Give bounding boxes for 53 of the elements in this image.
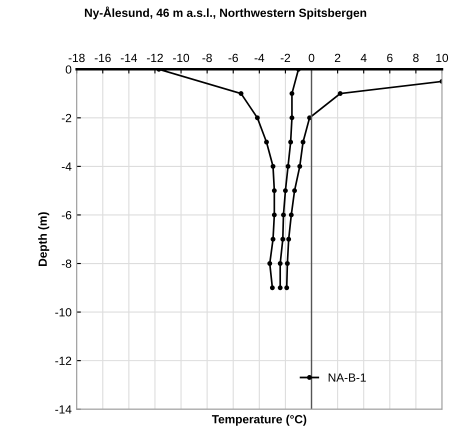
x-tick-label: -14 <box>120 54 138 62</box>
point <box>284 285 290 290</box>
point <box>290 115 294 120</box>
point <box>338 91 343 96</box>
x-tick-label: -12 <box>146 54 163 62</box>
point <box>292 188 297 194</box>
x-tick-label: -2 <box>280 54 290 62</box>
x-tick-label: -10 <box>173 54 190 62</box>
x-tick-label: -8 <box>202 54 212 62</box>
x-tick-label: -16 <box>94 54 111 62</box>
point <box>297 164 302 169</box>
y-tick-label: -2 <box>62 114 72 122</box>
point <box>270 164 276 169</box>
point <box>286 164 290 169</box>
x-tick-label: 8 <box>413 54 419 62</box>
point <box>281 212 286 218</box>
point <box>288 212 294 218</box>
point <box>284 261 290 266</box>
chart-title: Ny-Ålesund, 46 m a.s.l., Northwestern Spitsbergen <box>84 6 366 20</box>
point <box>286 236 292 242</box>
y-tick-label: 0 <box>66 65 72 74</box>
point <box>272 188 277 194</box>
point <box>264 140 269 145</box>
point <box>290 91 294 96</box>
y-tick-label: -4 <box>62 162 72 171</box>
x-tick-label: 6 <box>387 54 393 62</box>
x-axis-title: Temperature (°C) <box>212 414 306 426</box>
point <box>272 212 277 218</box>
point <box>280 236 286 242</box>
point <box>282 188 288 194</box>
y-tick-label: -14 <box>55 405 72 414</box>
y-tick-label: -12 <box>55 356 72 365</box>
y-axis-title: Depth (m) <box>38 212 50 266</box>
x-tick-label: 10 <box>436 54 448 62</box>
x-tick-label: 2 <box>334 54 340 62</box>
y-tick-label: -8 <box>62 260 72 268</box>
point <box>278 261 283 266</box>
x-tick-label: 4 <box>360 54 367 62</box>
point <box>254 115 260 120</box>
point <box>300 140 306 145</box>
y-tick-label: -10 <box>55 308 72 316</box>
x-tick-label: -6 <box>228 54 238 62</box>
y-tick-label: -6 <box>62 210 72 220</box>
point <box>278 285 283 290</box>
point <box>270 285 275 290</box>
point <box>267 261 272 266</box>
point <box>238 91 244 96</box>
x-tick-label: -4 <box>254 54 264 62</box>
point <box>270 236 276 242</box>
x-tick-label: -18 <box>68 54 85 62</box>
x-tick-label: 0 <box>308 54 314 62</box>
point <box>288 140 294 145</box>
legend-label: NA-B-1 <box>328 373 366 382</box>
